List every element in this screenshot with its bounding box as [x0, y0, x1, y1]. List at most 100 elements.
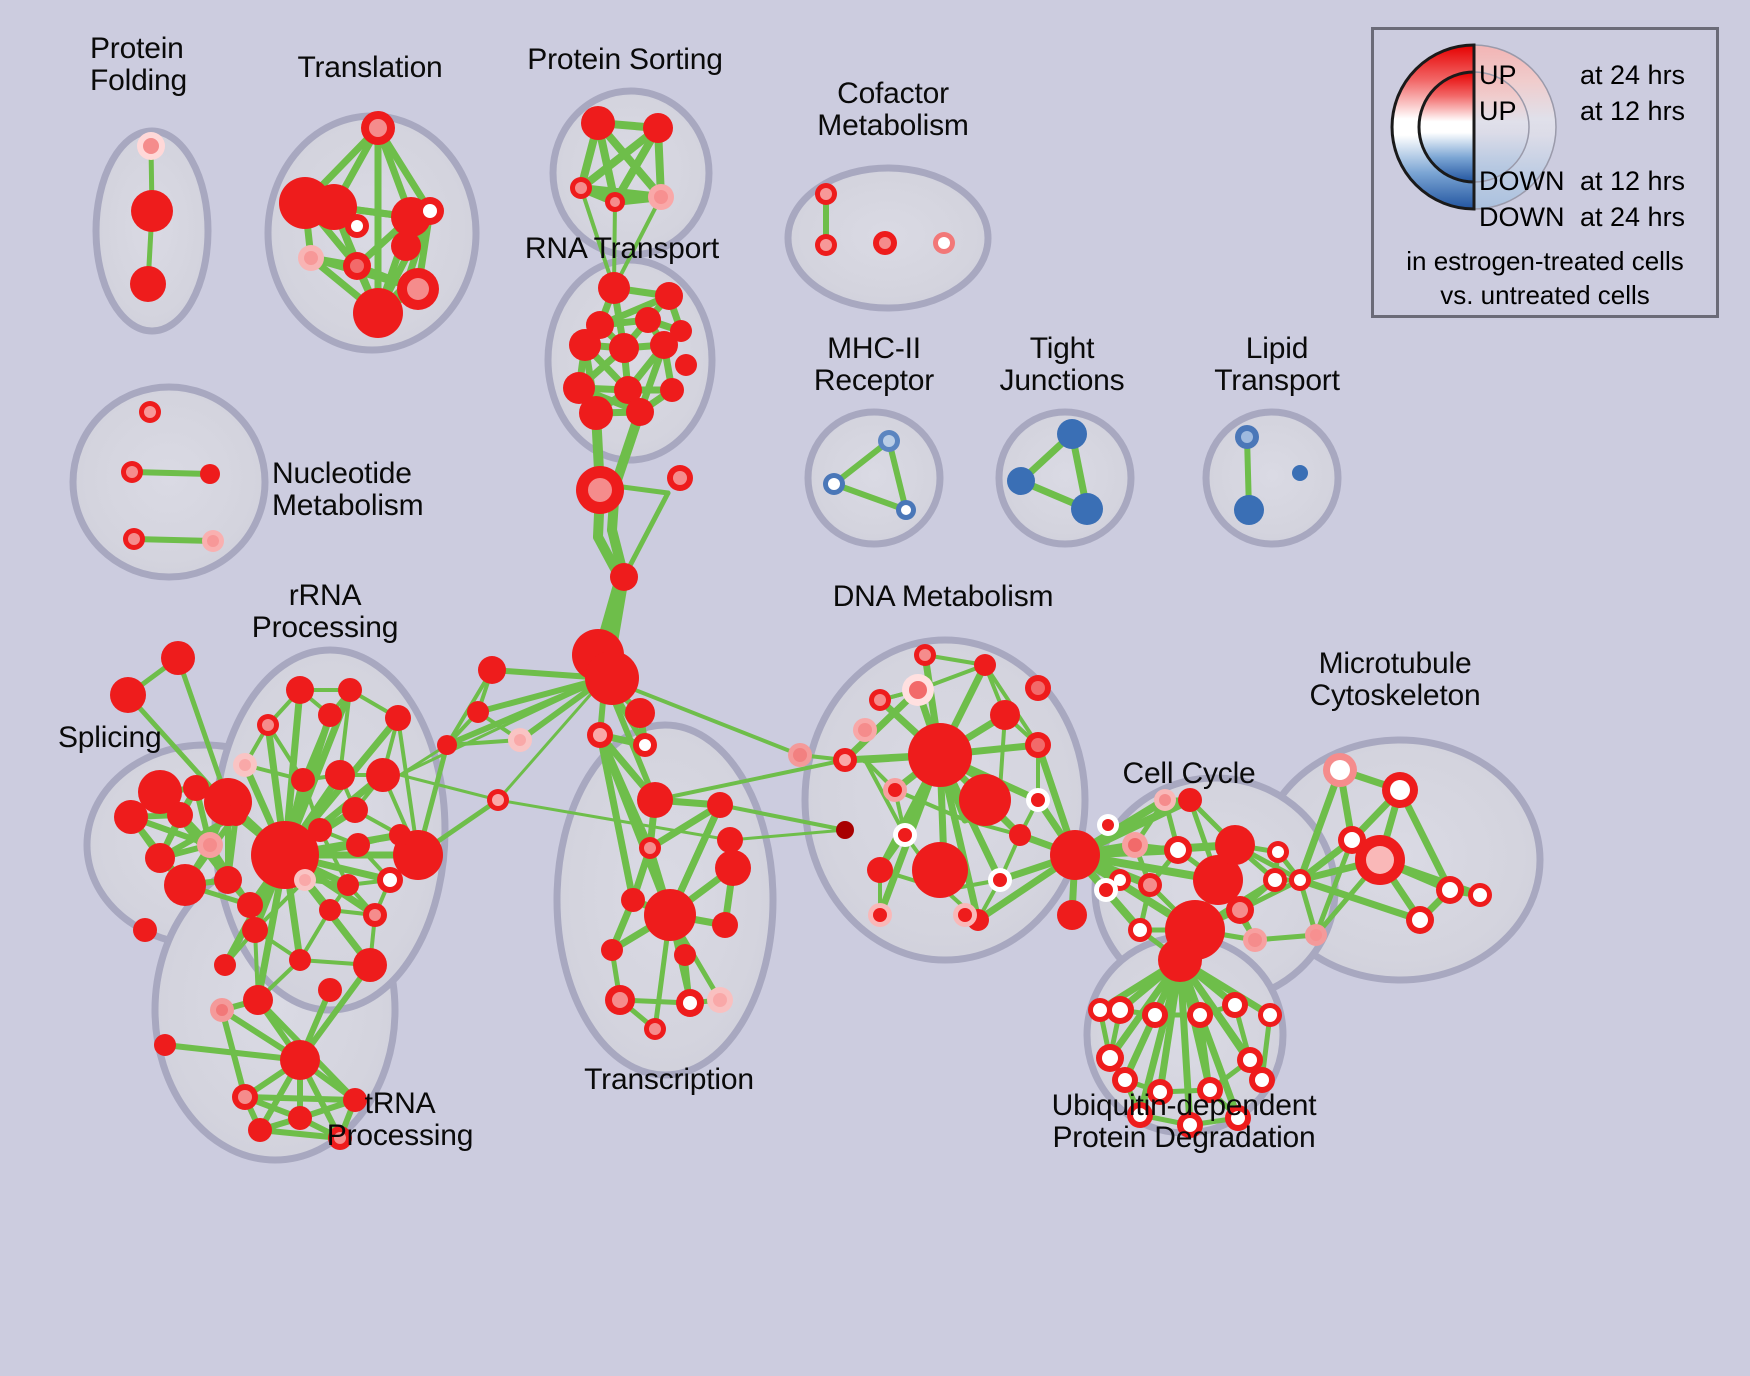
node [836, 821, 854, 839]
node [338, 678, 362, 702]
node [933, 232, 955, 254]
node [1177, 1112, 1203, 1138]
node [1406, 906, 1434, 934]
node [1225, 1105, 1251, 1131]
node [1258, 1003, 1282, 1027]
hull-nucleotide-metabolism [69, 383, 269, 581]
node [626, 398, 654, 426]
node [237, 892, 263, 918]
node [637, 782, 673, 818]
node [990, 700, 1020, 730]
node [1071, 493, 1103, 525]
legend-time-down-12: at 12 hrs [1580, 166, 1686, 196]
node [1243, 928, 1267, 952]
legend-time-down-24: at 24 hrs [1580, 202, 1686, 232]
node [1187, 1002, 1213, 1028]
node [585, 651, 639, 705]
node [833, 748, 857, 772]
node [633, 733, 657, 757]
legend-graphic [1390, 43, 1557, 211]
node [110, 677, 146, 713]
node [563, 372, 595, 404]
node [707, 792, 733, 818]
node [953, 903, 977, 927]
node [1094, 878, 1118, 902]
node [1197, 1077, 1223, 1103]
node [648, 184, 674, 210]
node [643, 113, 673, 143]
node [280, 1040, 320, 1080]
cluster-label-cell-cycle: Cell Cycle [1122, 757, 1256, 790]
node [675, 354, 697, 376]
node [1193, 855, 1243, 905]
node [667, 465, 693, 491]
node [346, 833, 370, 857]
node [508, 728, 532, 752]
node [1007, 467, 1035, 495]
node [225, 804, 247, 826]
node [214, 954, 236, 976]
node [715, 850, 751, 886]
node [569, 329, 601, 361]
node [635, 307, 661, 333]
node [167, 802, 193, 828]
node [639, 837, 661, 859]
node [868, 903, 892, 927]
node [342, 797, 368, 823]
node [788, 743, 812, 767]
node [893, 823, 917, 847]
legend-state-up-12: UP [1479, 96, 1517, 126]
node [1323, 753, 1357, 787]
node [210, 998, 234, 1022]
legend-footer-line2: vs. untreated cells [1440, 280, 1650, 310]
node [581, 106, 615, 140]
node [437, 735, 457, 755]
node [131, 190, 173, 232]
node [164, 864, 206, 906]
legend-state-up-24: UP [1479, 60, 1517, 90]
node [1138, 873, 1162, 897]
cluster-label-ubiquitin-degradation: Ubiquitin-dependent Protein Degradation [1051, 1089, 1317, 1155]
node [345, 214, 369, 238]
node [353, 948, 387, 982]
node [361, 111, 395, 145]
cluster-label-rna-transport: RNA Transport [524, 232, 720, 265]
cluster-label-tight-junctions: Tight Junctions [999, 332, 1125, 398]
node [959, 774, 1011, 826]
node [337, 874, 359, 896]
node [1158, 938, 1202, 982]
node [1178, 788, 1202, 812]
node [660, 378, 684, 402]
node [1057, 419, 1087, 449]
legend-state-down-24: DOWN [1479, 202, 1565, 232]
node [1355, 835, 1405, 885]
node [139, 401, 161, 423]
node [343, 1088, 367, 1112]
node [676, 989, 704, 1017]
node [366, 758, 400, 792]
node [1142, 1002, 1168, 1028]
node [389, 824, 411, 846]
node [145, 843, 175, 873]
node [138, 770, 182, 814]
node [286, 676, 314, 704]
legend-footer-line1: in estrogen-treated cells [1406, 246, 1684, 276]
node [988, 868, 1012, 892]
node [650, 331, 678, 359]
node [974, 654, 996, 676]
node [1009, 824, 1031, 846]
cluster-label-nucleotide-metabolism: Nucleotide Metabolism [272, 457, 424, 523]
node [1164, 836, 1192, 864]
legend-box: UP at 24 hrs UP at 12 hrs DOWN at 12 hrs… [1371, 27, 1719, 318]
node [377, 867, 403, 893]
node [242, 917, 268, 943]
node [478, 656, 506, 684]
legend-time-up-24: at 24 hrs [1580, 60, 1686, 90]
node [248, 1118, 272, 1142]
node [1468, 883, 1492, 907]
node [137, 132, 165, 160]
node [353, 288, 403, 338]
node [1267, 841, 1289, 863]
node [914, 644, 936, 666]
